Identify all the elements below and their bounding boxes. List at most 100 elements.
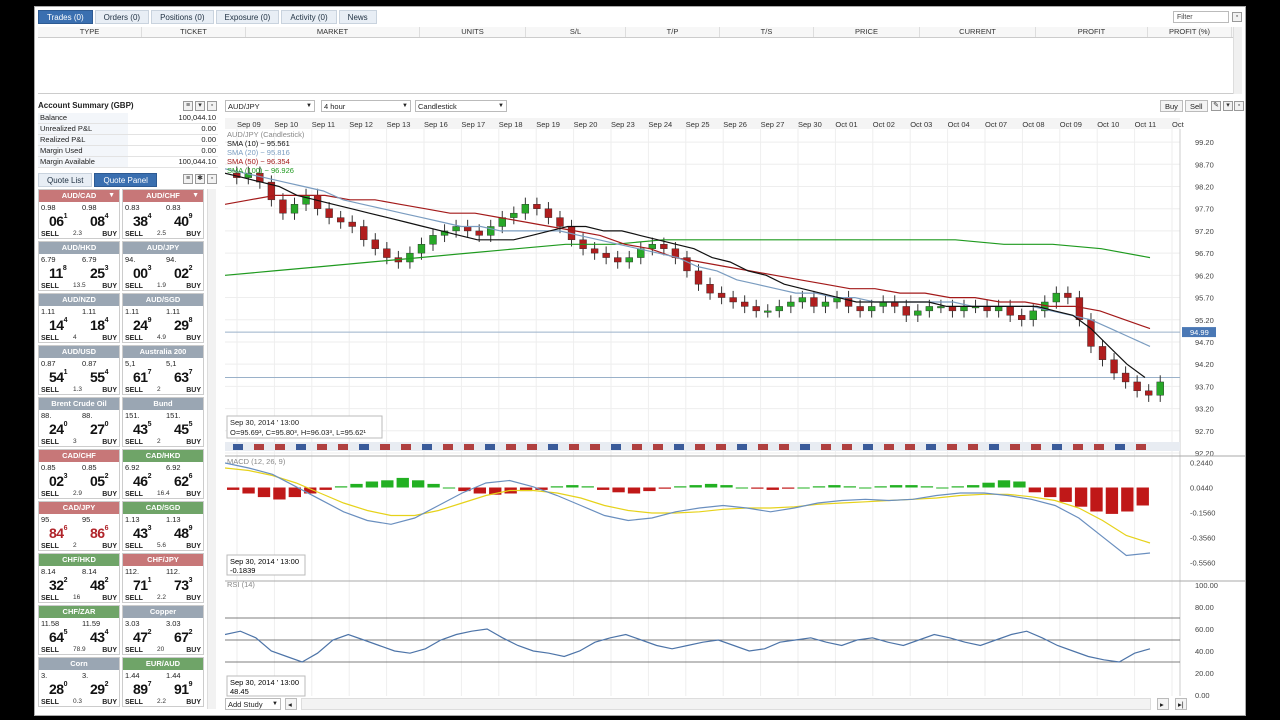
buy-button[interactable]: 3.03 672 BUY: [164, 618, 204, 655]
sell-button[interactable]: 88. 240 SELL: [39, 410, 79, 447]
menu-icon[interactable]: ≡: [183, 174, 193, 184]
sell-button[interactable]: 11.58 645 SELL: [39, 618, 79, 655]
maximize-icon[interactable]: ▫: [207, 174, 217, 184]
scroll-end-button[interactable]: ▸|: [1175, 698, 1187, 710]
tab-orders[interactable]: Orders (0): [94, 10, 150, 24]
quote-tile[interactable]: AUD/HKD 6.79 118 SELL 13.5 6.79 253 BUY: [38, 241, 120, 291]
quote-tile[interactable]: Brent Crude Oil 88. 240 SELL 3 88. 270 BUY: [38, 397, 120, 447]
sell-button[interactable]: 6.92 462 SELL: [123, 462, 163, 499]
quote-tile[interactable]: CAD/CHF 0.85 023 SELL 2.9 0.85 052 BUY: [38, 449, 120, 499]
chevron-down-icon[interactable]: ▼: [192, 192, 199, 199]
quote-tile[interactable]: Bund 151. 435 SELL 2 151. 455 BUY: [122, 397, 204, 447]
scroll-left-button[interactable]: ◂: [285, 698, 297, 710]
settings-icon[interactable]: ✎: [1211, 101, 1221, 111]
add-study-select[interactable]: Add Study ▼: [225, 698, 281, 710]
column-header[interactable]: TYPE: [38, 27, 142, 37]
chart-scrollbar[interactable]: [301, 698, 1151, 710]
maximize-icon[interactable]: ▫: [207, 101, 217, 111]
quote-tile[interactable]: CAD/SGD 1.13 433 SELL 5.6 1.13 489 BUY: [122, 501, 204, 551]
buy-button[interactable]: 1.13 489 BUY: [164, 514, 204, 551]
quote-tile[interactable]: AUD/CAD ▼ 0.98 061 SELL 2.3 0.98 084 BUY: [38, 189, 120, 239]
sell-button[interactable]: Sell: [1185, 100, 1208, 112]
tab-trades[interactable]: Trades (0): [38, 10, 93, 24]
timeframe-select[interactable]: 4 hour ▼: [321, 100, 411, 112]
sell-button[interactable]: 3. 280 SELL: [39, 670, 79, 707]
quote-tile[interactable]: Copper 3.03 472 SELL 20 3.03 672 BUY: [122, 605, 204, 655]
column-header[interactable]: T/S: [720, 27, 814, 37]
sell-button[interactable]: 6.79 118 SELL: [39, 254, 79, 291]
sell-button[interactable]: 0.85 023 SELL: [39, 462, 79, 499]
sell-button[interactable]: 0.98 061 SELL: [39, 202, 79, 239]
buy-button[interactable]: 1.11 298 BUY: [164, 306, 204, 343]
sell-button[interactable]: 0.83 384 SELL: [123, 202, 163, 239]
maximize-icon[interactable]: ▫: [1234, 101, 1244, 111]
buy-button[interactable]: 6.92 626 BUY: [164, 462, 204, 499]
sell-button[interactable]: 1.11 249 SELL: [123, 306, 163, 343]
instrument-select[interactable]: AUD/JPY ▼: [225, 100, 315, 112]
menu-icon[interactable]: ≡: [183, 101, 193, 111]
tab-quote-list[interactable]: Quote List: [38, 173, 93, 187]
quote-tile[interactable]: CHF/JPY 112. 711 SELL 2.2 112. 733 BUY: [122, 553, 204, 603]
column-header[interactable]: PRICE: [814, 27, 920, 37]
tab-positions[interactable]: Positions (0): [151, 10, 214, 24]
maximize-icon[interactable]: ▫: [1232, 12, 1242, 22]
sell-button[interactable]: 95. 846 SELL: [39, 514, 79, 551]
dropdown-icon[interactable]: ▾: [195, 101, 205, 111]
quote-tile[interactable]: EUR/AUD 1.44 897 SELL 2.2 1.44 919 BUY: [122, 657, 204, 707]
buy-button[interactable]: 0.85 052 BUY: [80, 462, 120, 499]
quote-tile[interactable]: AUD/JPY 94. 003 SELL 1.9 94. 022 BUY: [122, 241, 204, 291]
column-header[interactable]: PROFIT (%): [1148, 27, 1232, 37]
column-header[interactable]: T/P: [626, 27, 720, 37]
sell-button[interactable]: 0.87 541 SELL: [39, 358, 79, 395]
quote-scrollbar[interactable]: [207, 189, 216, 709]
buy-button[interactable]: 94. 022 BUY: [164, 254, 204, 291]
tab-quote-panel[interactable]: Quote Panel: [94, 173, 157, 187]
quote-tile[interactable]: AUD/SGD 1.11 249 SELL 4.9 1.11 298 BUY: [122, 293, 204, 343]
column-header[interactable]: MARKET: [246, 27, 420, 37]
buy-button[interactable]: 95. 866 BUY: [80, 514, 120, 551]
sell-button[interactable]: 5,1 617 SELL: [123, 358, 163, 395]
tab-news[interactable]: News: [338, 10, 377, 24]
column-header[interactable]: UNITS: [420, 27, 526, 37]
buy-button[interactable]: 0.98 084 BUY: [80, 202, 120, 239]
buy-button[interactable]: 0.83 409 BUY: [164, 202, 204, 239]
sell-button[interactable]: 112. 711 SELL: [123, 566, 163, 603]
sell-button[interactable]: 8.14 322 SELL: [39, 566, 79, 603]
quote-tile[interactable]: CAD/HKD 6.92 462 SELL 16.4 6.92 626 BUY: [122, 449, 204, 499]
buy-button[interactable]: 0.87 554 BUY: [80, 358, 120, 395]
chevron-down-icon[interactable]: ▼: [108, 192, 115, 199]
column-header[interactable]: TICKET: [142, 27, 246, 37]
quote-tile[interactable]: CAD/JPY 95. 846 SELL 2 95. 866 BUY: [38, 501, 120, 551]
quote-tile[interactable]: Australia 200 5,1 617 SELL 2 5,1 637 BUY: [122, 345, 204, 395]
buy-button[interactable]: 6.79 253 BUY: [80, 254, 120, 291]
buy-button[interactable]: 1.44 919 BUY: [164, 670, 204, 707]
sell-button[interactable]: 1.44 897 SELL: [123, 670, 163, 707]
column-header[interactable]: S/L: [526, 27, 626, 37]
buy-button[interactable]: 3. 292 BUY: [80, 670, 120, 707]
quote-tile[interactable]: CHF/ZAR 11.58 645 SELL 78.9 11.59 434 BUY: [38, 605, 120, 655]
sell-button[interactable]: 94. 003 SELL: [123, 254, 163, 291]
buy-button[interactable]: 151. 455 BUY: [164, 410, 204, 447]
column-header[interactable]: CURRENT: [920, 27, 1036, 37]
sell-button[interactable]: 3.03 472 SELL: [123, 618, 163, 655]
quote-tile[interactable]: AUD/USD 0.87 541 SELL 1.3 0.87 554 BUY: [38, 345, 120, 395]
price-chart[interactable]: Sep 09 Sep 10 Sep 11 Sep 12 Sep 13 Sep 16 Sep …: [225, 113, 1245, 698]
buy-button[interactable]: 1.11 184 BUY: [80, 306, 120, 343]
quote-tile[interactable]: AUD/NZD 1.11 144 SELL 4 1.11 184 BUY: [38, 293, 120, 343]
quote-tile[interactable]: AUD/CHF ▼ 0.83 384 SELL 2.5 0.83 409 BUY: [122, 189, 204, 239]
buy-button[interactable]: 88. 270 BUY: [80, 410, 120, 447]
sell-button[interactable]: 1.11 144 SELL: [39, 306, 79, 343]
buy-button[interactable]: 11.59 434 BUY: [80, 618, 120, 655]
column-header[interactable]: PROFIT: [1036, 27, 1148, 37]
buy-button[interactable]: 5,1 637 BUY: [164, 358, 204, 395]
gear-icon[interactable]: ✱: [195, 174, 205, 184]
buy-button[interactable]: Buy: [1160, 100, 1183, 112]
sell-button[interactable]: 1.13 433 SELL: [123, 514, 163, 551]
quote-tile[interactable]: Corn 3. 280 SELL 0.3 3. 292 BUY: [38, 657, 120, 707]
tab-exposure[interactable]: Exposure (0): [215, 10, 280, 24]
quote-tile[interactable]: CHF/HKD 8.14 322 SELL 16 8.14 482 BUY: [38, 553, 120, 603]
filter-input[interactable]: Filter: [1173, 11, 1229, 23]
sell-button[interactable]: 151. 435 SELL: [123, 410, 163, 447]
tab-activity[interactable]: Activity (0): [281, 10, 337, 24]
scroll-right-button[interactable]: ▸: [1157, 698, 1169, 710]
